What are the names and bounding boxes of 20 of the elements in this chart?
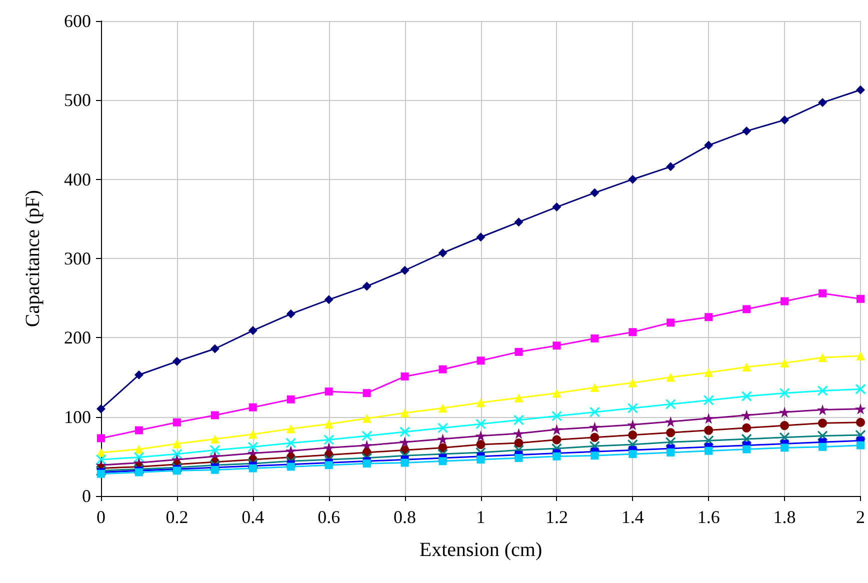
y-tick-label: 100 [64, 406, 91, 427]
x-tick-label: 0 [96, 507, 106, 527]
x-tick-label: 0.4 [242, 507, 264, 527]
x-axis-title: Extension (cm) [419, 539, 542, 561]
x-tick-label: 0.6 [318, 507, 340, 527]
x-tick-label: 1.6 [697, 507, 720, 527]
y-tick-label: 400 [64, 169, 91, 190]
x-tick-label: 1.2 [545, 507, 568, 527]
y-tick-label: 600 [64, 11, 91, 31]
x-tick-label: 1.4 [621, 507, 644, 527]
x-tick-label: 1.8 [773, 507, 796, 527]
x-tick-label: 0.2 [166, 507, 188, 527]
y-tick-label: 0 [82, 486, 91, 506]
y-tick-label: 300 [64, 248, 91, 268]
x-tick-label: 1 [476, 507, 486, 527]
y-axis-title: Capacitance (pF) [22, 190, 44, 328]
x-tick-label: 0.8 [394, 507, 416, 527]
y-tick-label: 200 [64, 328, 91, 348]
x-tick-label: 2 [856, 507, 865, 527]
y-tick-label: 500 [64, 90, 91, 110]
